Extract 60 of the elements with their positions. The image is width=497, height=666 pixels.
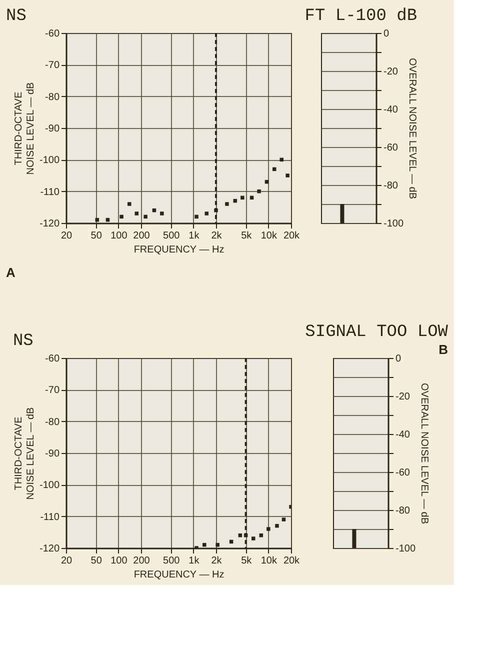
y-tick-label: -110: [40, 512, 60, 523]
x-tick-label: 50: [90, 230, 102, 242]
x-axis-title: FREQUENCY — Hz: [134, 244, 224, 256]
x-tick-label: 200: [133, 230, 150, 242]
text: B: [438, 342, 448, 357]
text: THIRD-OCTAVE: [13, 416, 24, 490]
x-tick-label: 20k: [283, 230, 301, 242]
y-tick-label: 0: [384, 28, 390, 40]
x-tick-label: 5k: [241, 230, 253, 242]
y-tick-label: -80: [45, 92, 60, 103]
x-tick-label: 100: [110, 556, 128, 566]
y-tick-label: -20: [396, 392, 410, 402]
y-tick-label: -100: [39, 480, 60, 492]
y-tick-label: -100: [396, 544, 416, 554]
x-tick-label: 1k: [188, 556, 200, 566]
y-axis-title: OVERALL NOISE LEVEL — dB: [418, 383, 430, 524]
y-tick-label: -120: [39, 218, 60, 230]
y-tick-label: -60: [384, 142, 398, 154]
x-tick-label: 200: [133, 556, 150, 566]
y-tick-label: -90: [45, 124, 60, 134]
y-tick-label: -40: [384, 104, 398, 116]
x-tick-label: 500: [163, 556, 180, 566]
text: NOISE LEVEL — dB: [25, 82, 36, 175]
y-tick-label: -40: [396, 430, 410, 440]
x-tick-label: 100: [110, 230, 128, 242]
text: NOISE LEVEL — dB: [25, 407, 36, 500]
y-tick-label: -20: [384, 66, 398, 78]
x-tick-label: 20: [60, 230, 72, 242]
x-tick-label: 2k: [211, 556, 223, 566]
y-tick-label: -70: [45, 60, 60, 72]
x-tick-label: 1k: [188, 230, 200, 242]
y-tick-label: -60: [396, 468, 410, 478]
y-tick-label: -60: [45, 354, 60, 364]
x-tick-label: 10k: [260, 556, 278, 566]
y-tick-label: -70: [45, 385, 60, 396]
y-tick-label: -110: [40, 186, 60, 198]
x-tick-label: 2k: [211, 230, 223, 242]
x-tick-label: 10k: [260, 230, 278, 242]
y-tick-label: -90: [45, 448, 60, 460]
text: A: [6, 265, 16, 280]
y-tick-label: -100: [39, 155, 60, 166]
x-tick-label: 50: [90, 556, 102, 566]
y-tick-label: -80: [384, 180, 398, 192]
y-axis-title: OVERALL NOISE LEVEL — dB: [406, 58, 418, 200]
y-tick-label: -60: [45, 28, 60, 40]
text: THIRD-OCTAVE: [13, 92, 24, 166]
y-tick-label: -80: [396, 506, 410, 516]
y-tick-label: -100: [384, 218, 404, 230]
y-tick-label: 0: [396, 354, 402, 364]
x-tick-label: 20k: [283, 556, 301, 566]
chart-title: NS: [12, 332, 34, 351]
x-axis-title: FREQUENCY — Hz: [134, 570, 224, 580]
chart-title: FT L-100 dB: [304, 7, 418, 26]
chart-title: SIGNAL TOO LOW: [305, 323, 449, 342]
chart-title: NS: [6, 7, 26, 26]
x-tick-label: 5k: [241, 556, 253, 566]
x-tick-label: 500: [163, 230, 180, 242]
y-tick-label: -80: [45, 416, 60, 428]
x-tick-label: 20: [60, 556, 72, 566]
y-tick-label: -120: [39, 544, 60, 554]
